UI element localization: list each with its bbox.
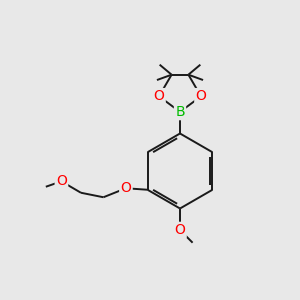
Text: O: O <box>175 223 185 237</box>
Text: O: O <box>56 174 67 188</box>
Text: O: O <box>196 89 206 103</box>
Text: B: B <box>175 105 185 119</box>
Text: O: O <box>121 181 131 195</box>
Text: O: O <box>154 89 164 103</box>
